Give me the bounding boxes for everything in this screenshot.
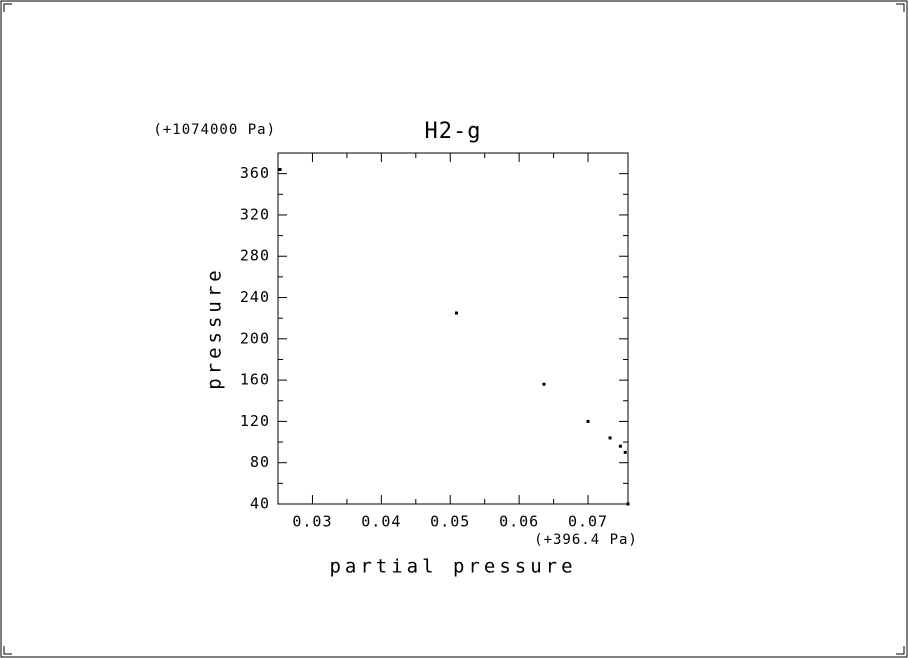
x-tick-label: 0.05 xyxy=(430,513,470,531)
point xyxy=(278,168,282,172)
y-tick-label: 360 xyxy=(240,164,270,182)
y-axis-label: pressure xyxy=(204,266,226,390)
point xyxy=(618,444,622,448)
point xyxy=(586,419,590,423)
chart-title: H2-g xyxy=(425,119,482,144)
y-tick-label: 240 xyxy=(240,288,270,306)
plot-area xyxy=(277,152,629,505)
x-tick-label: 0.04 xyxy=(361,513,401,531)
point xyxy=(626,502,630,506)
y-tick-label: 160 xyxy=(240,371,270,389)
y-tick-label: 40 xyxy=(250,495,270,513)
point xyxy=(608,436,612,440)
y-tick-label: 120 xyxy=(240,412,270,430)
corner-marks xyxy=(3,3,905,655)
x-tick-label: 0.06 xyxy=(499,513,539,531)
x-axis-label: partial pressure xyxy=(329,556,576,578)
x-tick-label: 0.03 xyxy=(292,513,332,531)
point xyxy=(454,311,458,315)
x-tick-label: 0.07 xyxy=(568,513,608,531)
point xyxy=(542,382,546,386)
y-offset-label: (+1074000 Pa) xyxy=(153,122,276,138)
point xyxy=(623,450,627,454)
y-tick-label: 200 xyxy=(240,329,270,347)
y-tick-label: 320 xyxy=(240,205,270,223)
y-tick-label: 280 xyxy=(240,247,270,265)
y-tick-label: 80 xyxy=(250,453,270,471)
x-offset-label: (+396.4 Pa) xyxy=(534,532,638,548)
